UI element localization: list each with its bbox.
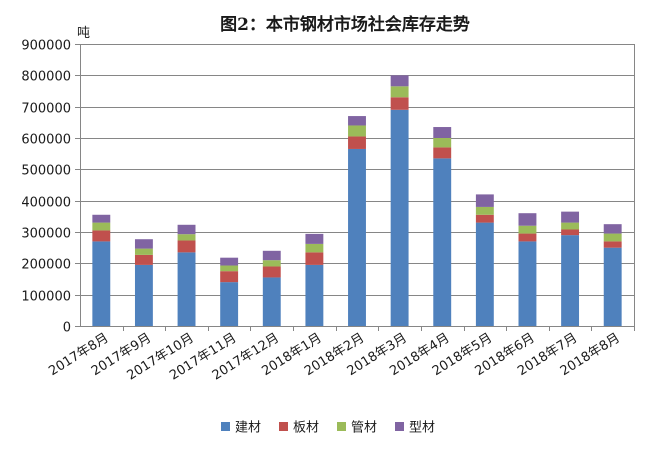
- bar-segment: [475, 206, 494, 215]
- bar-segment: [475, 214, 494, 223]
- bar-segment: [603, 247, 622, 326]
- bar-segment: [92, 230, 111, 242]
- bar-segment: [561, 211, 580, 223]
- bar-segment: [177, 224, 196, 235]
- bar-segment: [603, 241, 622, 248]
- bar-segment: [177, 234, 196, 241]
- legend: 建材 板材 管材 型材: [221, 421, 435, 436]
- bar-segment: [433, 138, 452, 148]
- bar-segment: [262, 260, 281, 267]
- bar-segment: [262, 277, 281, 326]
- y-tick-label: 300000: [21, 227, 71, 242]
- bar-segment: [475, 222, 494, 326]
- bar-segment: [134, 264, 153, 326]
- legend-label: 板材: [293, 421, 319, 436]
- legend-swatch: [395, 422, 404, 431]
- bar-segment: [220, 282, 239, 326]
- bar-segment: [134, 239, 153, 249]
- bar-segment: [390, 75, 409, 87]
- bar-segment: [92, 222, 111, 231]
- legend-swatch: [337, 422, 346, 431]
- bar-segment: [390, 97, 409, 110]
- bar-segment: [433, 158, 452, 326]
- x-tick-labels: 2017年8月2017年9月2017年10月2017年11月2017年12月20…: [46, 331, 622, 384]
- y-tick-labels: 0 100000 200000 300000 400000 500000 600000 700…: [21, 39, 71, 336]
- y-tick-label: 200000: [21, 258, 71, 273]
- y-tick-label: 0: [63, 321, 71, 336]
- y-tick-label: 900000: [21, 39, 71, 54]
- y-axis-unit: 吨: [77, 26, 90, 41]
- bar-segment: [390, 109, 409, 326]
- legend-swatch: [221, 422, 230, 431]
- bars: [92, 75, 622, 326]
- bar-segment: [177, 252, 196, 326]
- bar-segment: [348, 125, 366, 137]
- y-tick-label: 600000: [21, 133, 71, 148]
- bar-segment: [92, 214, 111, 223]
- bar-segment: [518, 241, 537, 326]
- bar-segment: [220, 271, 239, 283]
- y-tick-label: 100000: [21, 290, 71, 305]
- bar-segment: [134, 248, 153, 255]
- bar-segment: [305, 233, 324, 244]
- bar-segment: [433, 147, 452, 159]
- bar-segment: [92, 241, 111, 326]
- chart-title: 图2：本市钢材市场社会库存走势: [220, 14, 470, 35]
- legend-label: 管材: [351, 421, 377, 436]
- bar-segment: [348, 136, 366, 149]
- bar-segment: [305, 243, 324, 253]
- axes: [75, 44, 635, 331]
- bar-segment: [603, 224, 622, 234]
- y-tick-label: 700000: [21, 102, 71, 117]
- y-tick-label: 400000: [21, 196, 71, 211]
- bar-segment: [305, 252, 324, 265]
- y-tick-label: 500000: [21, 164, 71, 179]
- bar-segment: [220, 265, 239, 272]
- bar-segment: [603, 233, 622, 242]
- bar-segment: [262, 266, 281, 278]
- bar-segment: [518, 225, 537, 234]
- bar-segment: [305, 264, 324, 326]
- bar-segment: [220, 257, 239, 266]
- bar-segment: [475, 194, 494, 207]
- bar-segment: [518, 213, 537, 226]
- y-tick-label: 800000: [21, 70, 71, 85]
- bar-segment: [561, 229, 580, 236]
- bar-segment: [262, 250, 281, 261]
- legend-label: 型材: [409, 421, 435, 436]
- bar-segment: [390, 86, 409, 98]
- bar-segment: [561, 235, 580, 326]
- bar-segment: [134, 254, 153, 265]
- bar-segment: [348, 148, 366, 326]
- bar-segment: [348, 116, 366, 126]
- bar-segment: [518, 233, 537, 242]
- legend-swatch: [279, 422, 288, 431]
- bar-segment: [561, 222, 580, 230]
- bar-segment: [177, 240, 196, 253]
- legend-label: 建材: [235, 421, 261, 436]
- bar-segment: [433, 127, 452, 138]
